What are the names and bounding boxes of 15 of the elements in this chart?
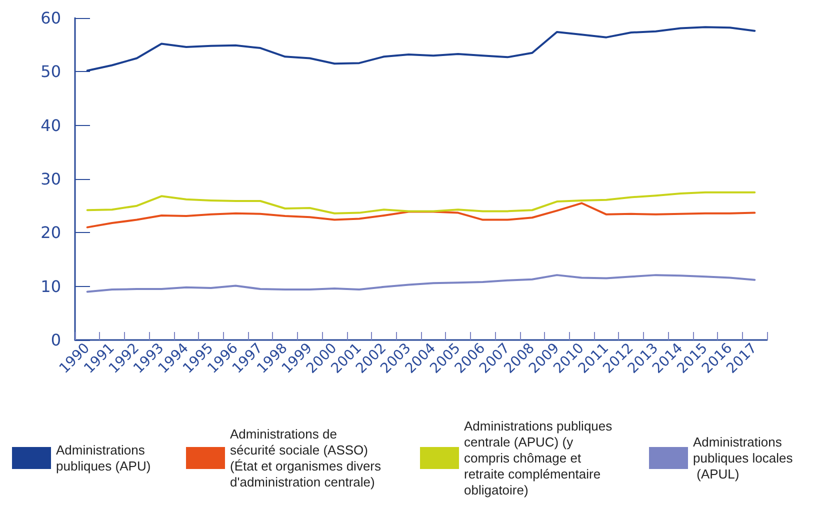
- legend-label: Administrations publiques (APU): [56, 442, 151, 474]
- legend-label: Administrations publiques locales (APUL): [693, 434, 794, 482]
- y-tick-label: 10: [40, 276, 61, 296]
- y-tick-label: 0: [50, 330, 61, 350]
- line-series: [86, 274, 756, 293]
- y-tick-label: 30: [40, 170, 61, 188]
- y-tick-label: 50: [40, 62, 61, 82]
- y-tick-label: 60: [40, 8, 61, 28]
- y-tick-label: 20: [40, 223, 61, 242]
- line-series: [86, 202, 756, 228]
- legend-label: Administrations publiques centrale (APUC) (y compris chômage et retraite complémentaire obligatoire): [464, 418, 616, 498]
- line-series: [86, 26, 756, 72]
- legend-label: Administrations de sécurité sociale (ASSO) (État et organismes divers d'administration centrale): [230, 426, 385, 490]
- line-series: [86, 191, 756, 214]
- y-tick-label: 40: [40, 116, 61, 135]
